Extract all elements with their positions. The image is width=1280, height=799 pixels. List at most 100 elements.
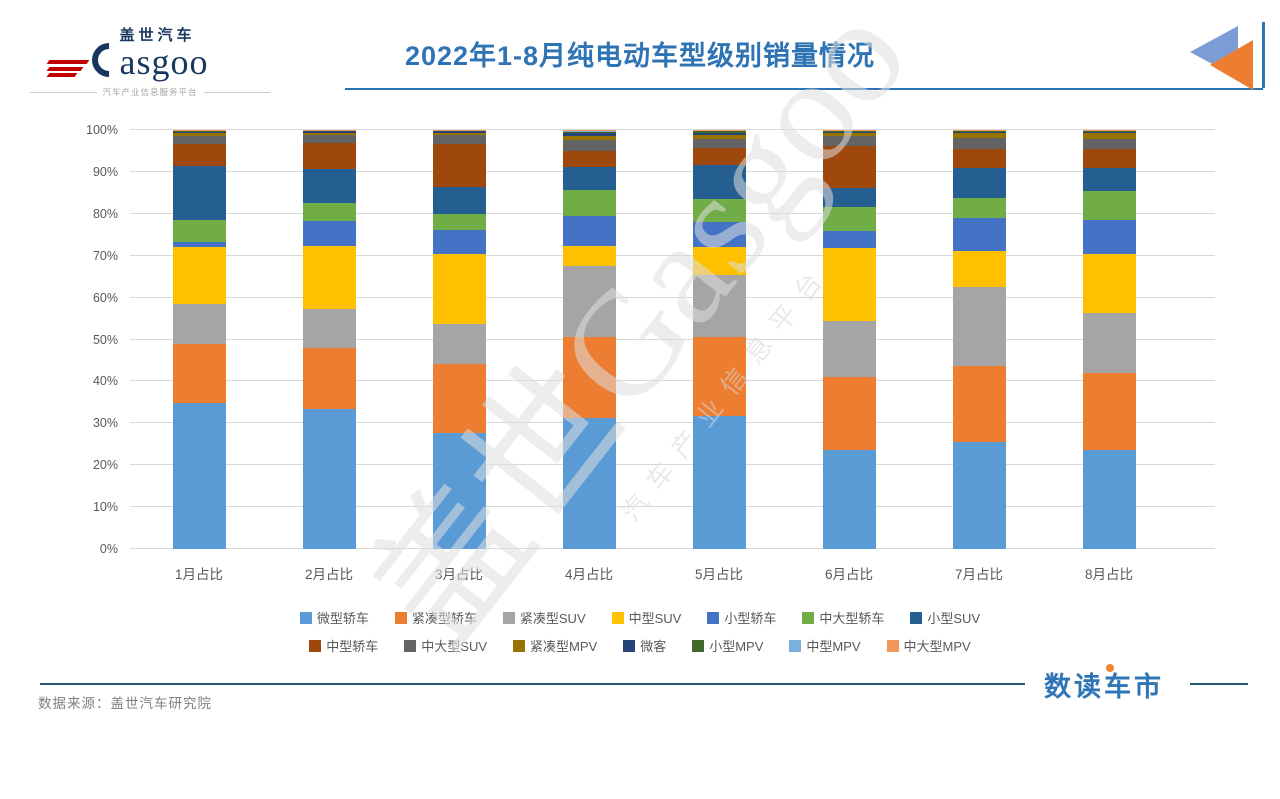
segment-中大型轿车	[433, 214, 486, 230]
legend-item-中大型SUV: 中大型SUV	[404, 636, 487, 655]
y-axis-tick-30%: 30%	[58, 415, 118, 431]
legend-swatch-中型MPV	[789, 640, 801, 652]
segment-小型轿车	[563, 216, 616, 245]
segment-中大型轿车	[693, 199, 746, 222]
segment-中型SUV	[953, 251, 1006, 287]
legend-label-微型轿车: 微型轿车	[317, 608, 369, 627]
segment-紧凑型轿车	[953, 366, 1006, 442]
segment-中型SUV	[1083, 254, 1136, 312]
gridline-80%	[130, 213, 1215, 214]
gridline-20%	[130, 464, 1215, 465]
segment-中大型轿车	[1083, 191, 1136, 220]
segment-中大型轿车	[303, 203, 356, 221]
legend-swatch-小型SUV	[910, 612, 922, 624]
segment-小型SUV	[1083, 168, 1136, 191]
segment-紧凑型轿车	[433, 364, 486, 434]
legend-swatch-微客	[623, 640, 635, 652]
legend-swatch-紧凑型轿车	[395, 612, 407, 624]
gridline-60%	[130, 297, 1215, 298]
legend-item-中大型轿车: 中大型轿车	[802, 608, 884, 627]
segment-中型SUV	[693, 247, 746, 275]
segment-中大型SUV	[953, 138, 1006, 149]
legend-item-微型轿车: 微型轿车	[300, 608, 369, 627]
brand-dot-icon	[1106, 664, 1114, 672]
legend-item-中型轿车: 中型轿车	[309, 636, 378, 655]
x-axis-label-2月占比: 2月占比	[264, 563, 394, 583]
gridline-100%	[130, 129, 1215, 130]
bar-3月占比	[433, 130, 486, 549]
segment-微型轿车	[693, 416, 746, 549]
segment-微型轿车	[303, 409, 356, 549]
gridline-90%	[130, 171, 1215, 172]
segment-中大型轿车	[953, 198, 1006, 219]
legend-item-小型SUV: 小型SUV	[910, 608, 980, 627]
segment-小型SUV	[303, 169, 356, 202]
segment-中型SUV	[563, 246, 616, 267]
x-axis-label-3月占比: 3月占比	[394, 563, 524, 583]
legend-swatch-微型轿车	[300, 612, 312, 624]
legend-label-中型MPV: 中型MPV	[806, 636, 860, 655]
segment-中型SUV	[303, 246, 356, 309]
legend-item-中大型MPV: 中大型MPV	[887, 636, 971, 655]
segment-紧凑型SUV	[953, 287, 1006, 366]
header-right-vertical-line	[1262, 22, 1265, 88]
title-underline	[345, 88, 1263, 90]
segment-紧凑型SUV	[693, 275, 746, 337]
segment-小型轿车	[953, 218, 1006, 250]
gridline-50%	[130, 339, 1215, 340]
legend-label-小型轿车: 小型轿车	[724, 608, 776, 627]
segment-小型SUV	[953, 168, 1006, 198]
y-axis-tick-90%: 90%	[58, 164, 118, 180]
legend-label-紧凑型SUV: 紧凑型SUV	[520, 608, 586, 627]
segment-中大型SUV	[563, 140, 616, 151]
x-axis-label-8月占比: 8月占比	[1044, 563, 1174, 583]
bar-2月占比	[303, 130, 356, 549]
segment-小型轿车	[1083, 220, 1136, 255]
y-axis-tick-20%: 20%	[58, 457, 118, 473]
legend-swatch-小型轿车	[707, 612, 719, 624]
logo-tagline: 汽车产业信息服务平台	[103, 86, 198, 98]
segment-微型轿车	[173, 403, 226, 549]
logo-red-stripes-icon	[48, 60, 88, 80]
legend-swatch-中大型MPV	[887, 640, 899, 652]
legend-swatch-中大型SUV	[404, 640, 416, 652]
legend-item-中型SUV: 中型SUV	[612, 608, 682, 627]
segment-紧凑型轿车	[1083, 373, 1136, 450]
y-axis-tick-10%: 10%	[58, 499, 118, 515]
gridline-30%	[130, 422, 1215, 423]
bar-7月占比	[953, 130, 1006, 549]
legend-item-中型MPV: 中型MPV	[789, 636, 860, 655]
legend-swatch-紧凑型SUV	[503, 612, 515, 624]
legend: 微型轿车 紧凑型轿车 紧凑型SUV 中型SUV 小型轿车 中大型轿车 小型SUV 中型轿车 中大…	[0, 608, 1280, 655]
segment-紧凑型轿车	[173, 344, 226, 403]
segment-中型轿车	[563, 151, 616, 167]
segment-紧凑型SUV	[1083, 313, 1136, 373]
segment-小型SUV	[433, 187, 486, 215]
legend-item-紧凑型MPV: 紧凑型MPV	[513, 636, 597, 655]
segment-小型SUV	[823, 188, 876, 207]
segment-紧凑型轿车	[303, 348, 356, 409]
segment-紧凑型轿车	[823, 377, 876, 450]
data-source-text: 数据来源：盖世汽车研究院	[38, 692, 212, 712]
segment-紧凑型轿车	[693, 337, 746, 416]
y-axis-tick-80%: 80%	[58, 206, 118, 222]
legend-swatch-小型MPV	[692, 640, 704, 652]
legend-label-中大型SUV: 中大型SUV	[421, 636, 487, 655]
legend-swatch-中大型轿车	[802, 612, 814, 624]
segment-中大型SUV	[1083, 139, 1136, 149]
segment-中大型轿车	[563, 190, 616, 216]
segment-紧凑型SUV	[433, 324, 486, 363]
segment-微型轿车	[953, 442, 1006, 549]
segment-小型SUV	[563, 167, 616, 191]
legend-label-小型SUV: 小型SUV	[927, 608, 980, 627]
legend-item-小型轿车: 小型轿车	[707, 608, 776, 627]
legend-row-1: 微型轿车 紧凑型轿车 紧凑型SUV 中型SUV 小型轿车 中大型轿车 小型SUV	[300, 608, 980, 627]
legend-swatch-紧凑型MPV	[513, 640, 525, 652]
legend-item-紧凑型轿车: 紧凑型轿车	[395, 608, 477, 627]
segment-中型轿车	[823, 146, 876, 187]
segment-中型轿车	[953, 149, 1006, 168]
segment-紧凑型SUV	[563, 266, 616, 336]
legend-swatch-中型轿车	[309, 640, 321, 652]
